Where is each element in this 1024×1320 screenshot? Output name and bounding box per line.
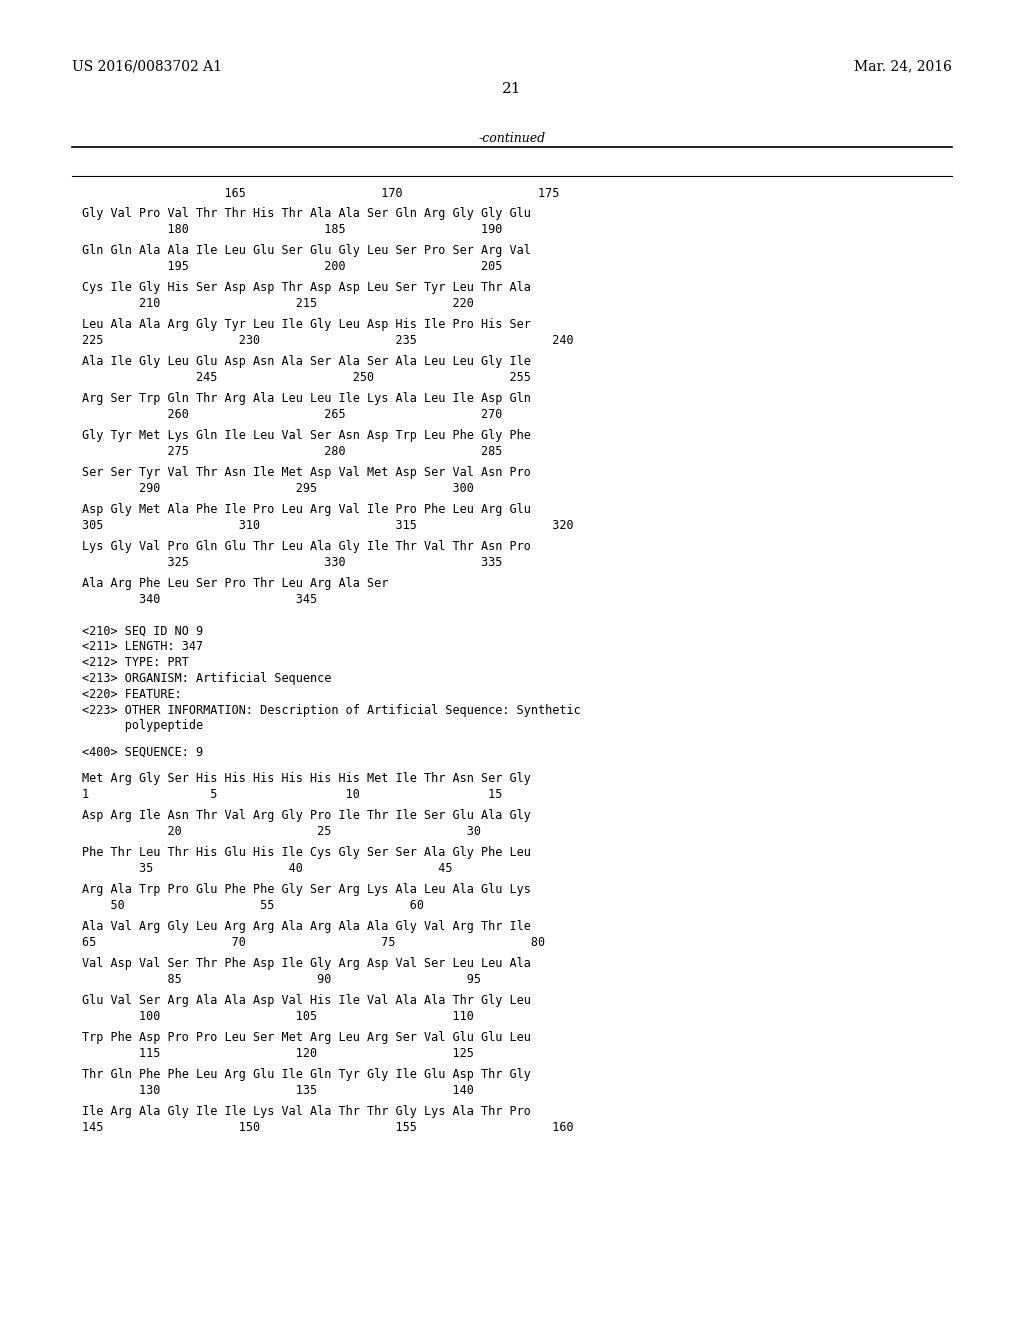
Text: 290                   295                   300: 290 295 300: [82, 482, 474, 495]
Text: Arg Ser Trp Gln Thr Arg Ala Leu Leu Ile Lys Ala Leu Ile Asp Gln: Arg Ser Trp Gln Thr Arg Ala Leu Leu Ile …: [82, 392, 530, 405]
Text: Ala Arg Phe Leu Ser Pro Thr Leu Arg Ala Ser: Ala Arg Phe Leu Ser Pro Thr Leu Arg Ala …: [82, 577, 388, 590]
Text: Ile Arg Ala Gly Ile Ile Lys Val Ala Thr Thr Gly Lys Ala Thr Pro: Ile Arg Ala Gly Ile Ile Lys Val Ala Thr …: [82, 1105, 530, 1118]
Text: 180                   185                   190: 180 185 190: [82, 223, 503, 236]
Text: Glu Val Ser Arg Ala Ala Asp Val His Ile Val Ala Ala Thr Gly Leu: Glu Val Ser Arg Ala Ala Asp Val His Ile …: [82, 994, 530, 1007]
Text: 245                   250                   255: 245 250 255: [82, 371, 530, 384]
Text: Met Arg Gly Ser His His His His His His Met Ile Thr Asn Ser Gly: Met Arg Gly Ser His His His His His His …: [82, 772, 530, 785]
Text: <213> ORGANISM: Artificial Sequence: <213> ORGANISM: Artificial Sequence: [82, 672, 332, 685]
Text: <212> TYPE: PRT: <212> TYPE: PRT: [82, 656, 188, 669]
Text: Gly Tyr Met Lys Gln Ile Leu Val Ser Asn Asp Trp Leu Phe Gly Phe: Gly Tyr Met Lys Gln Ile Leu Val Ser Asn …: [82, 429, 530, 442]
Text: <223> OTHER INFORMATION: Description of Artificial Sequence: Synthetic: <223> OTHER INFORMATION: Description of …: [82, 704, 581, 717]
Text: 275                   280                   285: 275 280 285: [82, 445, 503, 458]
Text: 100                   105                   110: 100 105 110: [82, 1010, 474, 1023]
Text: <210> SEQ ID NO 9: <210> SEQ ID NO 9: [82, 624, 203, 638]
Text: polypeptide: polypeptide: [82, 719, 203, 733]
Text: US 2016/0083702 A1: US 2016/0083702 A1: [72, 59, 221, 74]
Text: Ala Ile Gly Leu Glu Asp Asn Ala Ser Ala Ser Ala Leu Leu Gly Ile: Ala Ile Gly Leu Glu Asp Asn Ala Ser Ala …: [82, 355, 530, 368]
Text: 1                 5                  10                  15: 1 5 10 15: [82, 788, 503, 801]
Text: Lys Gly Val Pro Gln Glu Thr Leu Ala Gly Ile Thr Val Thr Asn Pro: Lys Gly Val Pro Gln Glu Thr Leu Ala Gly …: [82, 540, 530, 553]
Text: Ala Val Arg Gly Leu Arg Arg Ala Arg Ala Ala Gly Val Arg Thr Ile: Ala Val Arg Gly Leu Arg Arg Ala Arg Ala …: [82, 920, 530, 933]
Text: Leu Ala Ala Arg Gly Tyr Leu Ile Gly Leu Asp His Ile Pro His Ser: Leu Ala Ala Arg Gly Tyr Leu Ile Gly Leu …: [82, 318, 530, 331]
Text: 145                   150                   155                   160: 145 150 155 160: [82, 1121, 573, 1134]
Text: Gly Val Pro Val Thr Thr His Thr Ala Ala Ser Gln Arg Gly Gly Glu: Gly Val Pro Val Thr Thr His Thr Ala Ala …: [82, 207, 530, 220]
Text: Val Asp Val Ser Thr Phe Asp Ile Gly Arg Asp Val Ser Leu Leu Ala: Val Asp Val Ser Thr Phe Asp Ile Gly Arg …: [82, 957, 530, 970]
Text: 305                   310                   315                   320: 305 310 315 320: [82, 519, 573, 532]
Text: 210                   215                   220: 210 215 220: [82, 297, 474, 310]
Text: -continued: -continued: [478, 132, 546, 145]
Text: 225                   230                   235                   240: 225 230 235 240: [82, 334, 573, 347]
Text: 50                   55                   60: 50 55 60: [82, 899, 424, 912]
Text: 21: 21: [502, 82, 522, 96]
Text: Phe Thr Leu Thr His Glu His Ile Cys Gly Ser Ser Ala Gly Phe Leu: Phe Thr Leu Thr His Glu His Ile Cys Gly …: [82, 846, 530, 859]
Text: 130                   135                   140: 130 135 140: [82, 1084, 474, 1097]
Text: Trp Phe Asp Pro Pro Leu Ser Met Arg Leu Arg Ser Val Glu Glu Leu: Trp Phe Asp Pro Pro Leu Ser Met Arg Leu …: [82, 1031, 530, 1044]
Text: Thr Gln Phe Phe Leu Arg Glu Ile Gln Tyr Gly Ile Glu Asp Thr Gly: Thr Gln Phe Phe Leu Arg Glu Ile Gln Tyr …: [82, 1068, 530, 1081]
Text: Arg Ala Trp Pro Glu Phe Phe Gly Ser Arg Lys Ala Leu Ala Glu Lys: Arg Ala Trp Pro Glu Phe Phe Gly Ser Arg …: [82, 883, 530, 896]
Text: <220> FEATURE:: <220> FEATURE:: [82, 688, 181, 701]
Text: 20                   25                   30: 20 25 30: [82, 825, 481, 838]
Text: 195                   200                   205: 195 200 205: [82, 260, 503, 273]
Text: 340                   345: 340 345: [82, 593, 317, 606]
Text: 65                   70                   75                   80: 65 70 75 80: [82, 936, 545, 949]
Text: Gln Gln Ala Ala Ile Leu Glu Ser Glu Gly Leu Ser Pro Ser Arg Val: Gln Gln Ala Ala Ile Leu Glu Ser Glu Gly …: [82, 244, 530, 257]
Text: Asp Gly Met Ala Phe Ile Pro Leu Arg Val Ile Pro Phe Leu Arg Glu: Asp Gly Met Ala Phe Ile Pro Leu Arg Val …: [82, 503, 530, 516]
Text: 115                   120                   125: 115 120 125: [82, 1047, 474, 1060]
Text: 165                   170                   175: 165 170 175: [82, 187, 559, 201]
Text: 260                   265                   270: 260 265 270: [82, 408, 503, 421]
Text: 325                   330                   335: 325 330 335: [82, 556, 503, 569]
Text: <211> LENGTH: 347: <211> LENGTH: 347: [82, 640, 203, 653]
Text: Cys Ile Gly His Ser Asp Asp Thr Asp Asp Leu Ser Tyr Leu Thr Ala: Cys Ile Gly His Ser Asp Asp Thr Asp Asp …: [82, 281, 530, 294]
Text: <400> SEQUENCE: 9: <400> SEQUENCE: 9: [82, 746, 203, 759]
Text: 85                   90                   95: 85 90 95: [82, 973, 481, 986]
Text: Asp Arg Ile Asn Thr Val Arg Gly Pro Ile Thr Ile Ser Glu Ala Gly: Asp Arg Ile Asn Thr Val Arg Gly Pro Ile …: [82, 809, 530, 822]
Text: Ser Ser Tyr Val Thr Asn Ile Met Asp Val Met Asp Ser Val Asn Pro: Ser Ser Tyr Val Thr Asn Ile Met Asp Val …: [82, 466, 530, 479]
Text: Mar. 24, 2016: Mar. 24, 2016: [854, 59, 952, 74]
Text: 35                   40                   45: 35 40 45: [82, 862, 453, 875]
